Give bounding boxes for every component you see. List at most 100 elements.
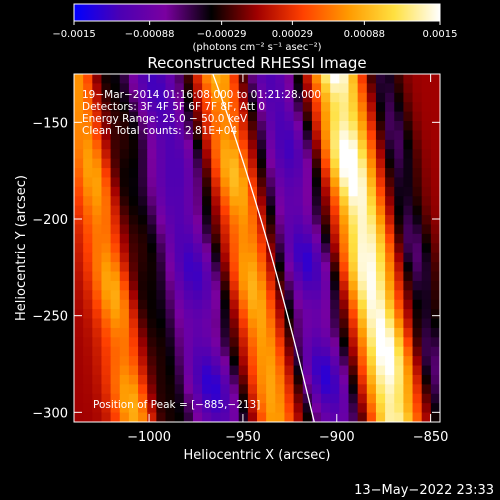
heatmap-cell xyxy=(421,299,432,310)
heatmap-cell xyxy=(293,346,304,357)
heatmap-cell xyxy=(74,168,84,179)
heatmap-cell xyxy=(366,252,377,263)
heatmap-cell xyxy=(83,318,93,329)
heatmap-cell xyxy=(311,168,322,179)
heatmap-cell xyxy=(275,130,286,141)
heatmap-cell xyxy=(275,168,286,179)
heatmap-cell xyxy=(119,356,130,367)
heatmap-cell xyxy=(138,337,148,348)
heatmap-cell xyxy=(266,121,276,132)
heatmap-cell xyxy=(257,130,267,141)
heatmap-cell xyxy=(110,374,121,385)
heatmap-cell xyxy=(357,168,368,179)
heatmap-cell xyxy=(403,243,414,254)
heatmap-cell xyxy=(83,384,93,395)
heatmap-cell xyxy=(266,196,276,207)
heatmap-cell xyxy=(247,327,258,338)
heatmap-image xyxy=(74,74,440,422)
heatmap-cell xyxy=(421,158,432,169)
heatmap-cell xyxy=(430,233,440,244)
heatmap-cell xyxy=(394,327,404,338)
heatmap-cell xyxy=(156,365,167,376)
heatmap-cell xyxy=(284,280,295,291)
heatmap-cell xyxy=(394,280,404,291)
heatmap-cell xyxy=(183,92,194,103)
heatmap-cell xyxy=(83,121,93,132)
heatmap-cell xyxy=(375,233,386,244)
heatmap-cell xyxy=(211,337,221,348)
heatmap-cell xyxy=(284,83,295,94)
heatmap-cell xyxy=(403,74,414,85)
heatmap-cell xyxy=(128,111,139,122)
heatmap-cell xyxy=(375,177,386,188)
heatmap-cell xyxy=(192,356,203,367)
heatmap-cell xyxy=(220,346,231,357)
colorbar: −0.0015 −0.00088 −0.00029 0.00029 0.00088 0.0… xyxy=(52,3,458,53)
heatmap-cell xyxy=(220,215,231,226)
heatmap-cell xyxy=(311,233,322,244)
heatmap-cell xyxy=(101,356,112,367)
heatmap-cell xyxy=(284,224,295,235)
heatmap-cell xyxy=(302,205,313,216)
heatmap-cell xyxy=(394,205,404,216)
heatmap-cell xyxy=(339,374,350,385)
heatmap-cell xyxy=(321,252,331,263)
heatmap-cell xyxy=(119,168,130,179)
heatmap-cell xyxy=(339,205,350,216)
heatmap-cell xyxy=(257,196,267,207)
heatmap-cell xyxy=(403,280,414,291)
heatmap-cell xyxy=(366,299,377,310)
heatmap-cell xyxy=(101,102,112,113)
heatmap-cell xyxy=(183,252,194,263)
heatmap-cell xyxy=(412,318,423,329)
heatmap-cell xyxy=(119,346,130,357)
heatmap-cell xyxy=(220,374,231,385)
heatmap-cell xyxy=(321,412,331,422)
heatmap-cell xyxy=(156,83,167,94)
heatmap-cell xyxy=(138,346,148,357)
heatmap-cell xyxy=(138,412,148,422)
heatmap-cell xyxy=(202,102,212,113)
heatmap-cell xyxy=(110,309,121,320)
heatmap-cell xyxy=(110,215,121,226)
heatmap-cell xyxy=(421,168,432,179)
heatmap-cell xyxy=(257,346,267,357)
heatmap-cell xyxy=(119,365,130,376)
heatmap-cell xyxy=(211,299,221,310)
heatmap-cell xyxy=(257,83,267,94)
heatmap-cell xyxy=(211,83,221,94)
heatmap-cell xyxy=(257,121,267,132)
x-axis-title: Heliocentric X (arcsec) xyxy=(184,448,331,463)
heatmap-cell xyxy=(247,102,258,113)
heatmap-cell xyxy=(275,327,286,338)
heatmap-cell xyxy=(257,224,267,235)
heatmap-cell xyxy=(330,280,340,291)
heatmap-cell xyxy=(202,168,212,179)
heatmap-cell xyxy=(128,384,139,395)
heatmap-cell xyxy=(357,309,368,320)
heatmap-cell xyxy=(101,412,112,422)
heatmap-cell xyxy=(375,327,386,338)
heatmap-cell xyxy=(394,346,404,357)
heatmap-cell xyxy=(165,92,176,103)
heatmap-cell xyxy=(247,177,258,188)
heatmap-cell xyxy=(339,403,350,414)
heatmap-cell xyxy=(330,412,340,422)
heatmap-cell xyxy=(266,224,276,235)
heatmap-cell xyxy=(302,280,313,291)
heatmap-cell xyxy=(394,384,404,395)
heatmap-cell xyxy=(247,205,258,216)
heatmap-cell xyxy=(138,224,148,235)
heatmap-cell xyxy=(321,158,331,169)
heatmap-cell xyxy=(192,186,203,197)
heatmap-cell xyxy=(92,271,103,282)
heatmap-cell xyxy=(412,374,423,385)
heatmap-cell xyxy=(165,299,176,310)
heatmap-cell xyxy=(220,252,231,263)
heatmap-cell xyxy=(321,102,331,113)
heatmap-cell xyxy=(284,374,295,385)
heatmap-cell xyxy=(156,158,167,169)
heatmap-cell xyxy=(110,393,121,404)
heatmap-cell xyxy=(83,412,93,422)
heatmap-cell xyxy=(128,299,139,310)
